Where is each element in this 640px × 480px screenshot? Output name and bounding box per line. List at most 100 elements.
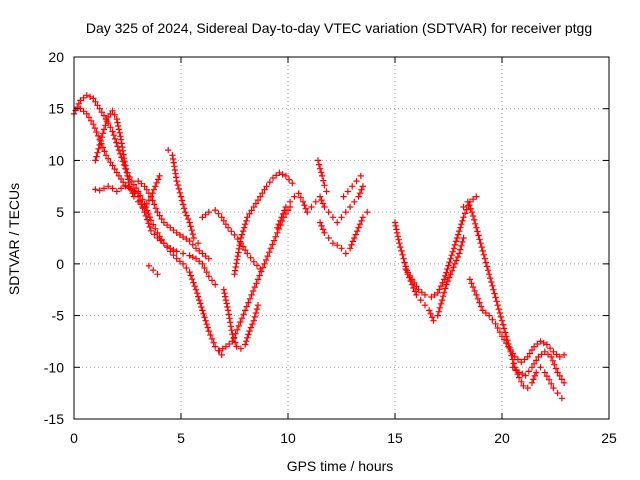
- data-point-interp: [228, 327, 235, 334]
- data-point: [192, 286, 200, 293]
- data-point-interp: [446, 258, 453, 266]
- data-point-interp: [318, 222, 325, 230]
- x-tick-label: 25: [601, 430, 617, 446]
- data-point: [242, 307, 249, 314]
- data-point: [92, 157, 99, 164]
- data-point-interp: [266, 249, 273, 256]
- data-point: [479, 307, 486, 314]
- data-point: [150, 266, 157, 274]
- data-point: [291, 193, 298, 200]
- data-point-interp: [240, 224, 248, 231]
- data-point: [447, 255, 454, 262]
- data-point-interp: [121, 158, 128, 166]
- data-point: [342, 208, 349, 216]
- data-point: [402, 265, 409, 273]
- data-point: [355, 193, 362, 200]
- data-point-interp: [183, 212, 190, 219]
- data-point-interp: [442, 285, 449, 292]
- data-point: [349, 183, 356, 190]
- data-point-interp: [471, 216, 478, 224]
- data-point-interp: [178, 197, 186, 204]
- data-point-interp: [394, 233, 402, 240]
- data-point: [139, 203, 146, 211]
- data-point-interp: [189, 230, 196, 238]
- data-point-interp: [175, 185, 183, 193]
- data-point: [554, 389, 561, 397]
- data-point-interp: [319, 200, 327, 207]
- data-point-interp: [94, 102, 101, 109]
- data-point-interp: [251, 283, 258, 291]
- data-point-interp: [519, 370, 526, 378]
- data-point: [115, 146, 123, 154]
- data-point-interp: [348, 241, 355, 249]
- data-point-interp: [320, 177, 327, 184]
- data-point: [218, 214, 225, 221]
- data-point-interp: [117, 133, 124, 140]
- data-point-interp: [115, 126, 123, 133]
- data-point-interp: [193, 290, 201, 297]
- data-point-interp: [92, 98, 99, 105]
- data-point-interp: [530, 376, 537, 383]
- data-point: [312, 198, 319, 205]
- data-point-interp: [253, 262, 261, 269]
- y-tick-label: 20: [48, 49, 64, 65]
- data-point-interp: [471, 287, 478, 295]
- data-point-interp: [489, 282, 496, 289]
- data-point: [447, 271, 454, 278]
- data-point-interp: [448, 267, 456, 274]
- data-point: [165, 146, 172, 154]
- data-point: [147, 227, 155, 234]
- data-point-interp: [302, 205, 309, 212]
- data-point-interp: [198, 303, 205, 311]
- data-point-interp: [239, 243, 247, 250]
- data-point-interp: [251, 313, 258, 321]
- data-point: [286, 198, 294, 205]
- data-point-interp: [413, 283, 420, 290]
- data-point-interp: [437, 300, 445, 308]
- chart-title: Day 325 of 2024, Sidereal Day-to-day VTE…: [86, 20, 592, 36]
- data-point-interp: [445, 262, 452, 269]
- data-point-interp: [234, 326, 241, 333]
- data-point-interp: [158, 215, 165, 223]
- data-point-interp: [456, 227, 463, 235]
- data-point-interp: [436, 286, 443, 293]
- data-point-interp: [441, 289, 448, 296]
- data-point-interp: [269, 241, 276, 248]
- data-point-interp: [442, 272, 449, 280]
- data-point-interp: [443, 269, 450, 276]
- data-point-interp: [181, 205, 188, 212]
- data-point: [169, 152, 176, 159]
- data-point-interp: [242, 246, 249, 254]
- data-point: [186, 219, 193, 226]
- data-point: [113, 115, 120, 123]
- data-point: [177, 193, 185, 200]
- data-point-interp: [356, 221, 364, 228]
- data-point: [205, 327, 212, 335]
- data-point-interp: [179, 201, 187, 208]
- data-point-interp: [528, 346, 536, 354]
- data-point-interp: [223, 300, 230, 307]
- data-point-interp: [469, 283, 477, 291]
- data-point-interp: [253, 280, 260, 287]
- data-point-interp: [144, 216, 151, 223]
- data-point-interp: [467, 205, 474, 212]
- data-point: [464, 198, 471, 205]
- data-point-interp: [358, 217, 365, 224]
- data-point-interp: [189, 241, 196, 248]
- data-point-interp: [247, 254, 254, 261]
- x-tick-label: 0: [70, 430, 78, 446]
- y-tick-label: -5: [52, 308, 65, 324]
- data-point-interp: [203, 268, 210, 276]
- data-point-interp: [458, 221, 465, 228]
- data-point: [135, 190, 142, 197]
- data-point-interp: [233, 260, 240, 267]
- x-tick-labels: 0 5 10 15 20 25: [70, 430, 617, 446]
- data-point: [443, 281, 450, 288]
- data-point: [237, 345, 245, 352]
- data-point-interp: [221, 290, 228, 297]
- data-point: [417, 296, 424, 304]
- data-point-interp: [196, 296, 203, 304]
- data-point-interp: [150, 186, 158, 193]
- data-point-interp: [459, 238, 466, 246]
- data-point-interp: [315, 161, 323, 168]
